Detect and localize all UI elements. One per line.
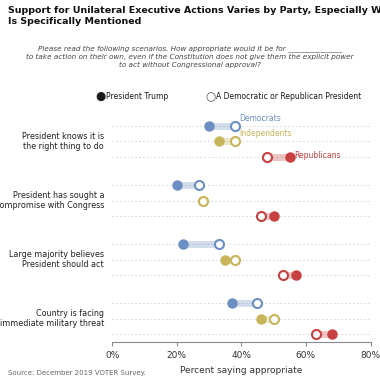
Text: ●: ●: [96, 90, 106, 103]
X-axis label: Percent saying appropriate: Percent saying appropriate: [180, 366, 302, 375]
Text: Source: December 2019 VOTER Survey.: Source: December 2019 VOTER Survey.: [8, 370, 146, 376]
Text: Republicans: Republicans: [294, 151, 341, 160]
Text: ○: ○: [206, 90, 216, 103]
Text: Support for Unilateral Executive Actions Varies by Party, Especially When Trump
: Support for Unilateral Executive Actions…: [8, 6, 380, 26]
Text: President knows it is
the right thing to do: President knows it is the right thing to…: [22, 132, 104, 151]
Text: President has sought a
compromise with Congress: President has sought a compromise with C…: [0, 191, 104, 210]
Text: Country is facing
immediate military threat: Country is facing immediate military thr…: [0, 309, 104, 328]
Text: Please read the following scenarios. How appropriate would it be for ___________: Please read the following scenarios. How…: [26, 45, 354, 68]
Text: Large majority believes
President should act: Large majority believes President should…: [9, 250, 104, 270]
Text: President Trump: President Trump: [106, 92, 168, 101]
Text: Democrats: Democrats: [240, 114, 282, 123]
Text: Independents: Independents: [240, 129, 292, 138]
Text: A Democratic or Republican President: A Democratic or Republican President: [216, 92, 361, 101]
